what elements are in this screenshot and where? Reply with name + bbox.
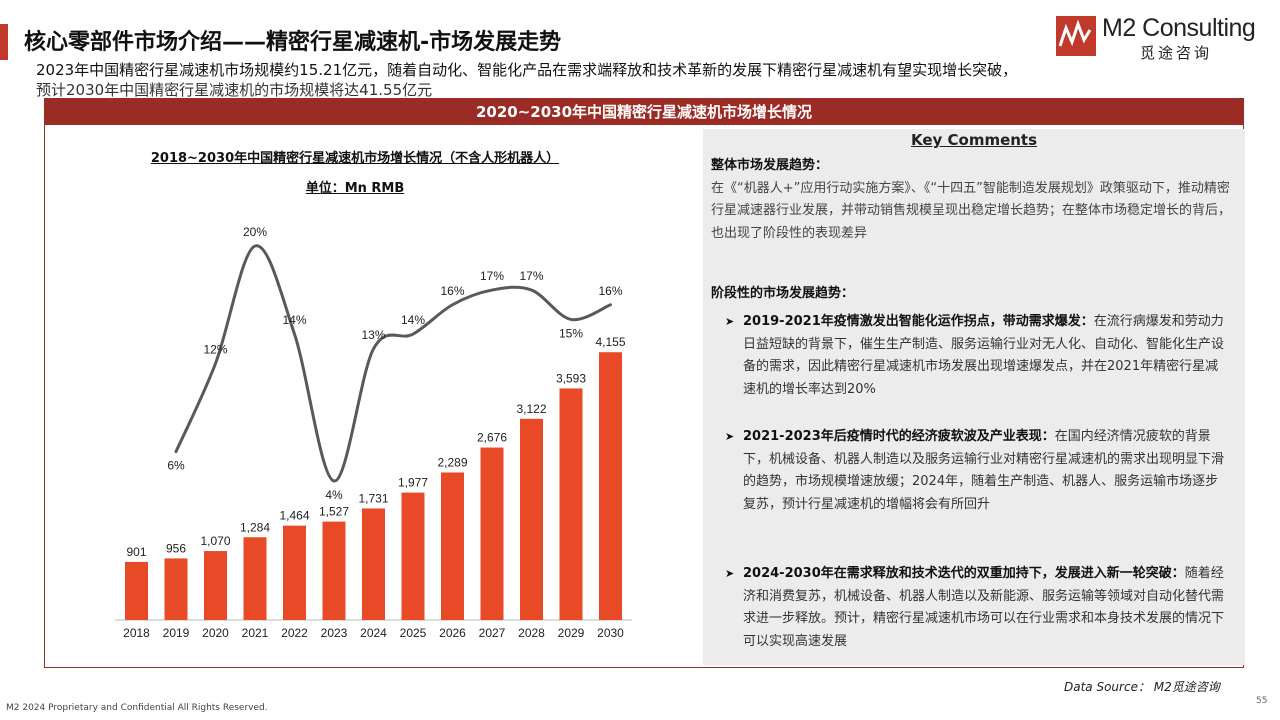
- x-tick-label-2020: 2020: [202, 626, 229, 640]
- title-accent-bar: [0, 24, 8, 60]
- key-comments-box: Key Comments 整体市场发展趋势： 在《“机器人+”应用行动实施方案》…: [703, 129, 1245, 665]
- growth-label-2027: 17%: [480, 269, 504, 283]
- bar-2028: [520, 418, 543, 620]
- x-tick-label-2023: 2023: [321, 626, 348, 640]
- comment-bullet-1: ➤ 2019-2021年疫情激发出智能化运作拐点，带动需求爆发：在流行病爆发和劳…: [725, 311, 1229, 401]
- x-tick-label-2024: 2024: [360, 626, 387, 640]
- logo-name: M2 Consulting: [1102, 14, 1256, 42]
- x-tick-label-2026: 2026: [439, 626, 466, 640]
- data-source: Data Source： M2觅途咨询: [1064, 680, 1220, 694]
- market-growth-chart: 901 2018 956 2019 1,070 2020 1,284 2021 1,464 202…: [115, 225, 632, 640]
- bullet-arrow-icon: ➤: [725, 430, 735, 443]
- intro-text: 2023年中国精密行星减速机市场规模约15.21亿元，随着自动化、智能化产品在需…: [36, 60, 1246, 100]
- bullet-2-text: 在国内经济情况疲软的背景下，机械设备、机器人制造以及服务运输行业对精密行星减速机…: [743, 429, 1225, 512]
- bar-2025: [401, 492, 425, 620]
- x-tick-label-2019: 2019: [163, 626, 190, 640]
- bar-value-label-2026: 2,289: [437, 455, 467, 469]
- copyright-footer: M2 2024 Proprietary and Confidential All…: [6, 703, 268, 713]
- overall-trend-heading: 整体市场发展趋势：: [711, 158, 829, 173]
- bar-2026: [441, 472, 464, 620]
- growth-label-2019: 6%: [167, 459, 185, 473]
- growth-label-2021: 20%: [243, 225, 267, 239]
- stage-trend-heading-block: 阶段性的市场发展趋势：: [711, 283, 1231, 306]
- bar-2020: [204, 551, 227, 620]
- page-number: 55: [1256, 696, 1268, 706]
- bar-value-label-2023: 1,527: [319, 505, 349, 519]
- bullet-3-heading: 2024-2030年在需求释放和技术迭代的双重加持下，发展进入新一轮突破：: [743, 566, 1185, 581]
- bar-value-label-2028: 3,122: [516, 402, 546, 416]
- intro-line-1: 2023年中国精密行星减速机市场规模约15.21亿元，随着自动化、智能化产品在需…: [36, 61, 1018, 79]
- bullet-arrow-icon: ➤: [725, 567, 735, 580]
- growth-label-2030: 16%: [598, 284, 622, 298]
- page-title: 核心零部件市场介绍——精密行星减速机-市场发展走势: [24, 30, 562, 55]
- bar-2021: [243, 537, 267, 620]
- growth-label-2023: 4%: [325, 488, 343, 502]
- key-comments-title: Key Comments: [910, 131, 1038, 149]
- market-growth-panel: 2020~2030年中国精密行星减速机市场增长情况 901 2018 956 2019…: [44, 98, 1245, 668]
- growth-label-2024: 13%: [361, 328, 385, 342]
- stage-trend-heading: 阶段性的市场发展趋势：: [711, 286, 855, 301]
- bar-2030: [599, 352, 622, 620]
- overall-trend-block: 整体市场发展趋势： 在《“机器人+”应用行动实施方案》、《“十四五”智能制造发展…: [711, 155, 1231, 245]
- x-tick-label-2018: 2018: [123, 626, 150, 640]
- x-tick-label-2021: 2021: [242, 626, 269, 640]
- bar-2029: [559, 388, 583, 620]
- growth-label-2022: 14%: [282, 313, 306, 327]
- bar-value-label-2020: 1,070: [200, 534, 230, 548]
- chart-title: 2018~2030年中国精密行星减速机市场增长情况（不含人形机器人）: [150, 151, 560, 166]
- x-tick-label-2025: 2025: [400, 626, 427, 640]
- logo-mark-icon: [1056, 16, 1096, 56]
- bullet-1-text: 在流行病爆发和劳动力日益短缺的背景下，催生生产制造、服务运输行业对无人化、自动化…: [743, 314, 1225, 397]
- bullet-3-text: 随着经济和消费复苏，机械设备、机器人制造以及新能源、服务运输等领域对自动化替代需…: [743, 566, 1225, 649]
- growth-label-2028: 17%: [519, 269, 543, 283]
- bar-value-label-2021: 1,284: [240, 520, 270, 534]
- bar-value-label-2022: 1,464: [279, 509, 309, 523]
- bar-2027: [480, 447, 504, 620]
- bar-value-label-2030: 4,155: [595, 335, 625, 349]
- growth-label-2020: 12%: [203, 343, 227, 357]
- overall-trend-text: 在《“机器人+”应用行动实施方案》、《“十四五”智能制造发展规划》政策驱动下，推…: [711, 180, 1232, 241]
- x-tick-label-2022: 2022: [281, 626, 308, 640]
- company-logo: M2 Consulting 觅途咨询: [1056, 14, 1266, 62]
- comment-bullet-2: ➤ 2021-2023年后疫情时代的经济疲软波及产业表现：在国内经济情况疲软的背…: [725, 426, 1229, 516]
- x-tick-label-2030: 2030: [597, 626, 624, 640]
- bar-2022: [283, 525, 306, 620]
- comment-bullet-3: ➤ 2024-2030年在需求释放和技术迭代的双重加持下，发展进入新一轮突破：随…: [725, 563, 1229, 653]
- bar-value-label-2018: 901: [126, 545, 146, 559]
- growth-label-2029: 15%: [559, 326, 583, 340]
- growth-rate-line: [174, 244, 612, 483]
- bar-value-label-2019: 956: [166, 541, 186, 555]
- x-tick-label-2027: 2027: [479, 626, 506, 640]
- chart-unit: 单位：Mn RMB: [305, 181, 405, 196]
- bar-value-label-2027: 2,676: [477, 431, 507, 445]
- intro-line-2: 预计2030年中国精密行星减速机的市场规模将达41.55亿元: [36, 81, 433, 99]
- bar-2024: [362, 508, 385, 620]
- x-tick-label-2029: 2029: [558, 626, 585, 640]
- logo-chinese-name: 觅途咨询: [1140, 44, 1213, 62]
- x-tick-label-2028: 2028: [518, 626, 545, 640]
- bar-value-label-2029: 3,593: [556, 371, 586, 385]
- bar-2019: [164, 558, 188, 620]
- growth-label-2026: 16%: [440, 284, 464, 298]
- bullet-1-heading: 2019-2021年疫情激发出智能化运作拐点，带动需求爆发：: [743, 314, 1094, 329]
- growth-label-2025: 14%: [401, 313, 425, 327]
- bullet-2-heading: 2021-2023年后疫情时代的经济疲软波及产业表现：: [743, 429, 1055, 444]
- bar-value-label-2024: 1,731: [358, 491, 388, 505]
- bullet-arrow-icon: ➤: [725, 315, 735, 328]
- bar-value-label-2025: 1,977: [398, 476, 428, 490]
- bar-2023: [322, 521, 346, 620]
- bar-2018: [125, 561, 148, 620]
- panel-header: 2020~2030年中国精密行星减速机市场增长情况: [45, 99, 1243, 125]
